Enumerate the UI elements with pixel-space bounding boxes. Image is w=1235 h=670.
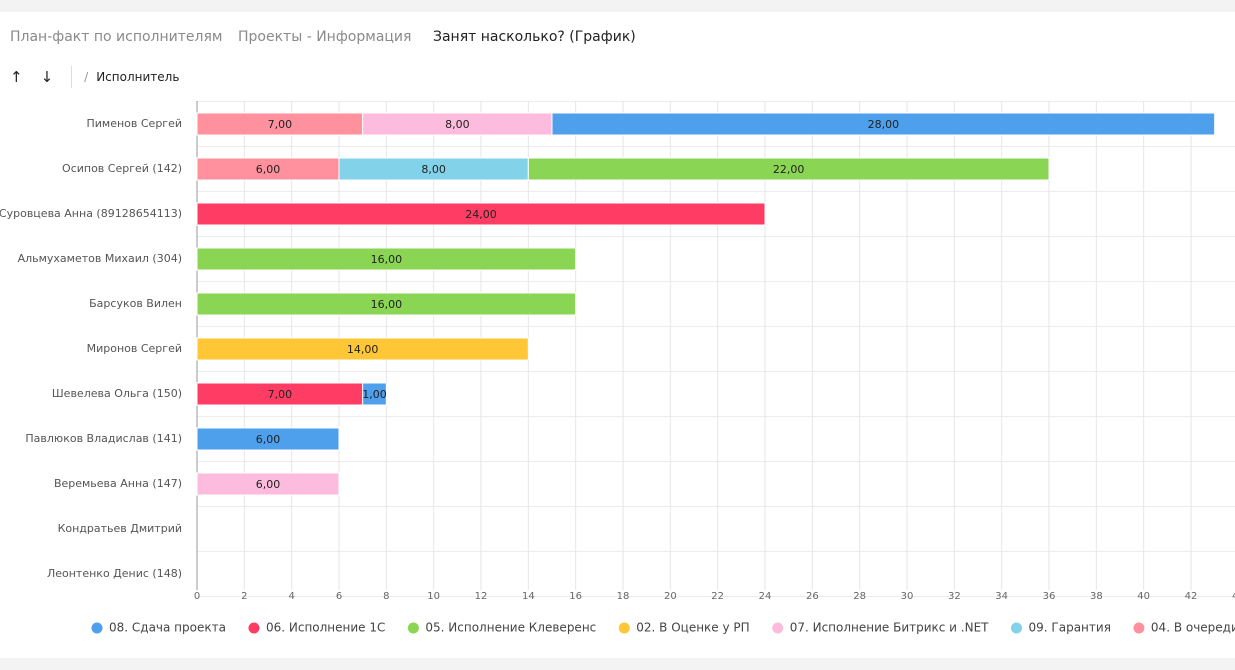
legend-label[interactable]: 09. Гарантия	[1029, 621, 1111, 635]
value-label: 6,00	[256, 163, 281, 176]
value-label: 14,00	[347, 343, 379, 356]
x-tick-label: 10	[427, 591, 440, 602]
bar-segment	[196, 427, 340, 451]
tab[interactable]: План-факт по исполнителям	[10, 29, 223, 45]
legend-marker	[772, 622, 784, 634]
x-tick-label: 32	[948, 591, 961, 602]
x-tick-label: 38	[1090, 591, 1103, 602]
tab[interactable]: Проекты - Информация	[238, 29, 412, 45]
x-tick-label: 18	[617, 591, 630, 602]
legend-marker	[1011, 622, 1023, 634]
toolbar: ↑ ↓ / Исполнитель	[10, 66, 179, 88]
legend-marker	[407, 622, 419, 634]
value-label: 16,00	[371, 253, 403, 266]
bar-segment	[196, 472, 340, 496]
legend-marker	[91, 622, 103, 634]
value-label: 7,00	[268, 388, 293, 401]
legend-marker	[248, 622, 260, 634]
y-tick-label: Кондратьев Дмитрий	[58, 522, 182, 535]
x-tick-label: 24	[759, 591, 772, 602]
y-tick-label: Суровцева Анна (89128654113)	[0, 207, 182, 220]
x-tick-label: 42	[1185, 591, 1198, 602]
bar-segment	[196, 292, 577, 316]
legend-marker	[1133, 622, 1145, 634]
bar-segment	[527, 157, 1050, 181]
legend-label[interactable]: 05. Исполнение Клеверенс	[425, 621, 596, 635]
slash: /	[84, 70, 89, 84]
x-tick-label: 12	[475, 591, 488, 602]
x-tick-label: 16	[569, 591, 582, 602]
value-label: 6,00	[256, 433, 281, 446]
x-tick-label: 14	[522, 591, 535, 602]
sort-desc-button[interactable]: ↓	[40, 68, 54, 86]
separator	[71, 66, 73, 88]
x-tick-label: 30	[901, 591, 914, 602]
x-tick-label: 8	[383, 591, 389, 602]
y-tick-label: Павлюков Владислав (141)	[25, 432, 182, 445]
x-tick-label: 44	[1232, 591, 1235, 602]
x-tick-label: 6	[336, 591, 342, 602]
value-label: 6,00	[256, 478, 281, 491]
y-tick-label: Леонтенко Денис (148)	[47, 567, 182, 580]
x-tick-label: 4	[288, 591, 294, 602]
bar-segment	[551, 112, 1216, 136]
value-label: 7,00	[268, 118, 293, 131]
value-label: 22,00	[773, 163, 805, 176]
value-label: 1,00	[362, 388, 387, 401]
value-label: 8,00	[445, 118, 470, 131]
y-tick-label: Миронов Сергей	[87, 342, 182, 355]
breadcrumb[interactable]: Исполнитель	[96, 70, 180, 84]
x-tick-label: 26	[806, 591, 819, 602]
x-tick-label: 2	[241, 591, 247, 602]
legend-label[interactable]: 06. Исполнение 1С	[266, 621, 385, 635]
x-tick-label: 28	[853, 591, 866, 602]
y-tick-label: Пименов Сергей	[86, 117, 182, 130]
legend-label[interactable]: 07. Исполнение Битрикс и .NET	[790, 621, 989, 635]
bar-segment	[196, 247, 577, 271]
y-tick-label: Барсуков Вилен	[89, 297, 182, 310]
x-tick-label: 34	[995, 591, 1008, 602]
x-tick-label: 0	[194, 591, 200, 602]
value-label: 16,00	[371, 298, 403, 311]
x-tick-label: 20	[664, 591, 677, 602]
y-tick-label: Осипов Сергей (142)	[62, 162, 182, 175]
legend-label[interactable]: 02. В Оценке у РП	[636, 621, 749, 635]
y-tick-label: Шевелева Ольга (150)	[52, 387, 182, 400]
value-label: 28,00	[868, 118, 900, 131]
y-tick-label: Веремьева Анна (147)	[54, 477, 182, 490]
bar-segment	[362, 382, 387, 406]
y-tick-label: Альмухаметов Михаил (304)	[18, 252, 182, 265]
legend-marker	[618, 622, 630, 634]
legend-label[interactable]: 04. В очереди	[1151, 621, 1235, 635]
bar-segment	[196, 337, 529, 361]
tab[interactable]: Занят насколько? (График)	[433, 29, 636, 45]
value-label: 24,00	[465, 208, 497, 221]
x-tick-label: 36	[1043, 591, 1056, 602]
bar-segment	[196, 202, 766, 226]
sort-asc-button[interactable]: ↑	[10, 68, 23, 86]
x-tick-label: 22	[711, 591, 724, 602]
value-label: 8,00	[421, 163, 446, 176]
x-tick-label: 40	[1137, 591, 1150, 602]
legend-label[interactable]: 08. Сдача проекта	[109, 621, 226, 635]
